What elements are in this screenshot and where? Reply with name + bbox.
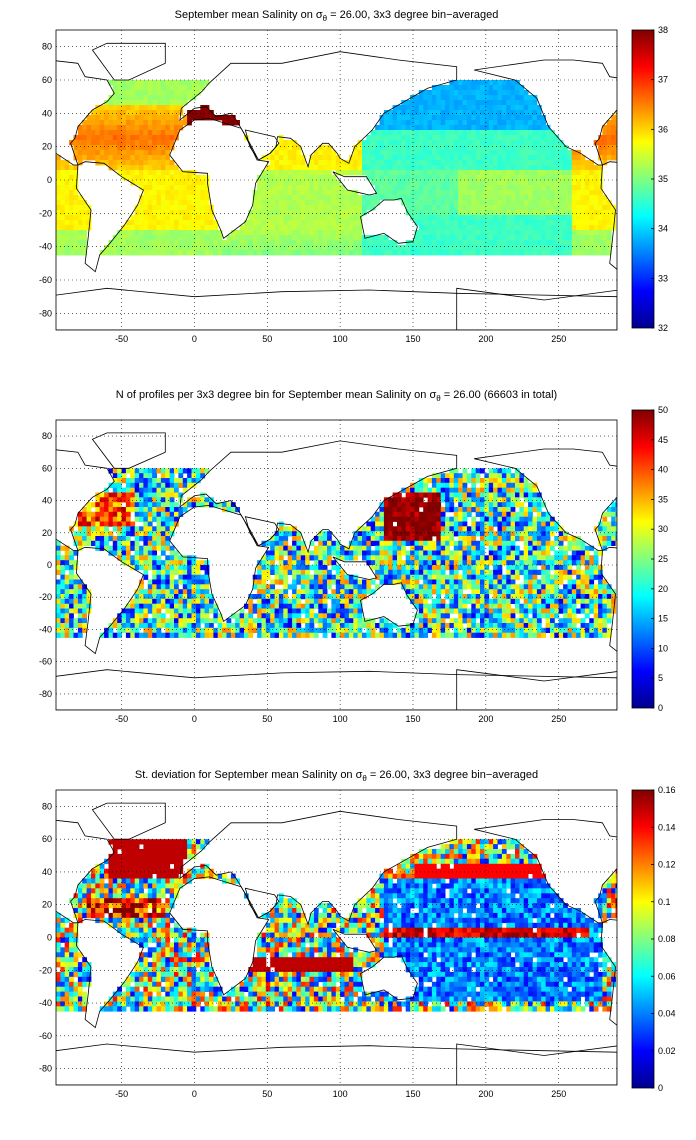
x-tick-label: 250 (551, 714, 566, 724)
y-tick-label: -40 (39, 998, 52, 1008)
colorbar-tick-label: 0.14 (658, 822, 676, 832)
colorbar-tick-label: 32 (658, 323, 668, 333)
heatmap-cells (56, 839, 617, 1012)
colorbar-tick-label: 20 (658, 584, 668, 594)
colorbar-tick-label: 15 (658, 614, 668, 624)
y-tick-label: 60 (42, 463, 52, 473)
y-tick-label: -80 (39, 689, 52, 699)
panel-title: St. deviation for September mean Salinit… (135, 769, 538, 783)
axes-frame (55, 29, 618, 331)
colorbar-tick-label: 34 (658, 224, 668, 234)
colorbar: 0 0.02 0.04 0.06 0.08 0.1 0.12 0.14 0.16 (631, 785, 676, 1093)
colorbar-tick-label: 0.06 (658, 971, 676, 981)
grid (56, 30, 617, 330)
colorbar-tick-label: 35 (658, 174, 668, 184)
colorbar-tick-label: 30 (658, 524, 668, 534)
y-tick-label: 80 (42, 431, 52, 441)
x-tick-label: 200 (478, 714, 493, 724)
x-tick-label: 0 (192, 334, 197, 344)
x-tick-label: 200 (478, 334, 493, 344)
colorbar-tick-label: 0.08 (658, 934, 676, 944)
y-tick-label: -60 (39, 275, 52, 285)
heatmap-cells (56, 80, 617, 256)
colorbar-tick-label: 38 (658, 25, 668, 35)
x-tick-label: 250 (551, 1089, 566, 1099)
colorbar-tick-label: 36 (658, 124, 668, 134)
colorbar-tick-label: 45 (658, 435, 668, 445)
colorbar-tick-label: 10 (658, 643, 668, 653)
colorbar-tick-label: 37 (658, 75, 668, 85)
y-tick-label: -20 (39, 208, 52, 218)
axes-frame (55, 789, 618, 1086)
y-tick-label: 40 (42, 108, 52, 118)
x-tick-label: 100 (333, 334, 348, 344)
x-tick-label: -50 (115, 714, 128, 724)
x-tick-label: 250 (551, 334, 566, 344)
y-tick-label: 60 (42, 75, 52, 85)
heatmap-cells (56, 468, 617, 638)
colorbar-tick-label: 33 (658, 273, 668, 283)
colorbar-tick-label: 0 (658, 1083, 663, 1093)
y-tick-label: -40 (39, 242, 52, 252)
colorbar-gradient (631, 789, 655, 1089)
colorbar-gradient (631, 29, 655, 329)
colorbar-tick-label: 0 (658, 703, 663, 713)
y-tick-label: -80 (39, 308, 52, 318)
grid (56, 420, 617, 710)
coastlines (56, 432, 617, 710)
panel-1: -50 0 50 100 150 200 250806040200-20-40-60-80S… (39, 9, 668, 344)
y-tick-label: 20 (42, 528, 52, 538)
coastlines (56, 802, 617, 1085)
panel-title: N of profiles per 3x3 degree bin for Sep… (116, 389, 557, 403)
y-tick-label: 0 (47, 560, 52, 570)
x-tick-label: -50 (115, 1089, 128, 1099)
y-tick-label: -60 (39, 657, 52, 667)
panel-3: -50 0 50 100 150 200 250806040200-20-40-60-80S… (39, 769, 676, 1099)
y-tick-label: 60 (42, 834, 52, 844)
x-tick-label: 150 (405, 1089, 420, 1099)
panel-2: -50 0 50 100 150 200 250806040200-20-40-60-80N… (39, 389, 668, 724)
colorbar: 0 5 10 15 20 25 30 35 40 45 50 (631, 405, 668, 713)
y-tick-label: 0 (47, 175, 52, 185)
colorbar-tick-label: 0.02 (658, 1046, 676, 1056)
y-tick-label: 80 (42, 42, 52, 52)
colorbar-gradient (631, 409, 655, 709)
x-tick-label: 150 (405, 334, 420, 344)
colorbar-tick-label: 0.16 (658, 785, 676, 795)
y-tick-label: 20 (42, 900, 52, 910)
x-tick-label: -50 (115, 334, 128, 344)
x-tick-label: 50 (262, 334, 272, 344)
y-tick-label: -40 (39, 624, 52, 634)
colorbar-tick-label: 50 (658, 405, 668, 415)
colorbar-tick-label: 40 (658, 465, 668, 475)
y-tick-label: 80 (42, 801, 52, 811)
colorbar-tick-label: 0.12 (658, 860, 676, 870)
colorbar: 32 33 34 35 36 37 38 (631, 25, 668, 333)
x-tick-label: 50 (262, 714, 272, 724)
x-tick-label: 0 (192, 1089, 197, 1099)
colorbar-tick-label: 0.04 (658, 1009, 676, 1019)
colorbar-tick-label: 5 (658, 673, 663, 683)
x-tick-label: 200 (478, 1089, 493, 1099)
grid (56, 790, 617, 1085)
x-tick-label: 100 (333, 714, 348, 724)
colorbar-tick-label: 35 (658, 494, 668, 504)
x-tick-label: 0 (192, 714, 197, 724)
y-tick-label: 40 (42, 867, 52, 877)
y-tick-label: -20 (39, 592, 52, 602)
x-tick-label: 150 (405, 714, 420, 724)
y-tick-label: -20 (39, 965, 52, 975)
axes-frame (55, 419, 618, 711)
y-tick-label: 20 (42, 142, 52, 152)
y-tick-label: -60 (39, 1031, 52, 1041)
y-tick-label: 0 (47, 933, 52, 943)
colorbar-tick-label: 0.1 (658, 897, 671, 907)
x-tick-label: 100 (333, 1089, 348, 1099)
panel-title: September mean Salinity on σθ = 26.00, 3… (175, 9, 499, 23)
y-tick-label: -80 (39, 1064, 52, 1074)
x-tick-label: 50 (262, 1089, 272, 1099)
y-tick-label: 40 (42, 496, 52, 506)
colorbar-tick-label: 25 (658, 554, 668, 564)
